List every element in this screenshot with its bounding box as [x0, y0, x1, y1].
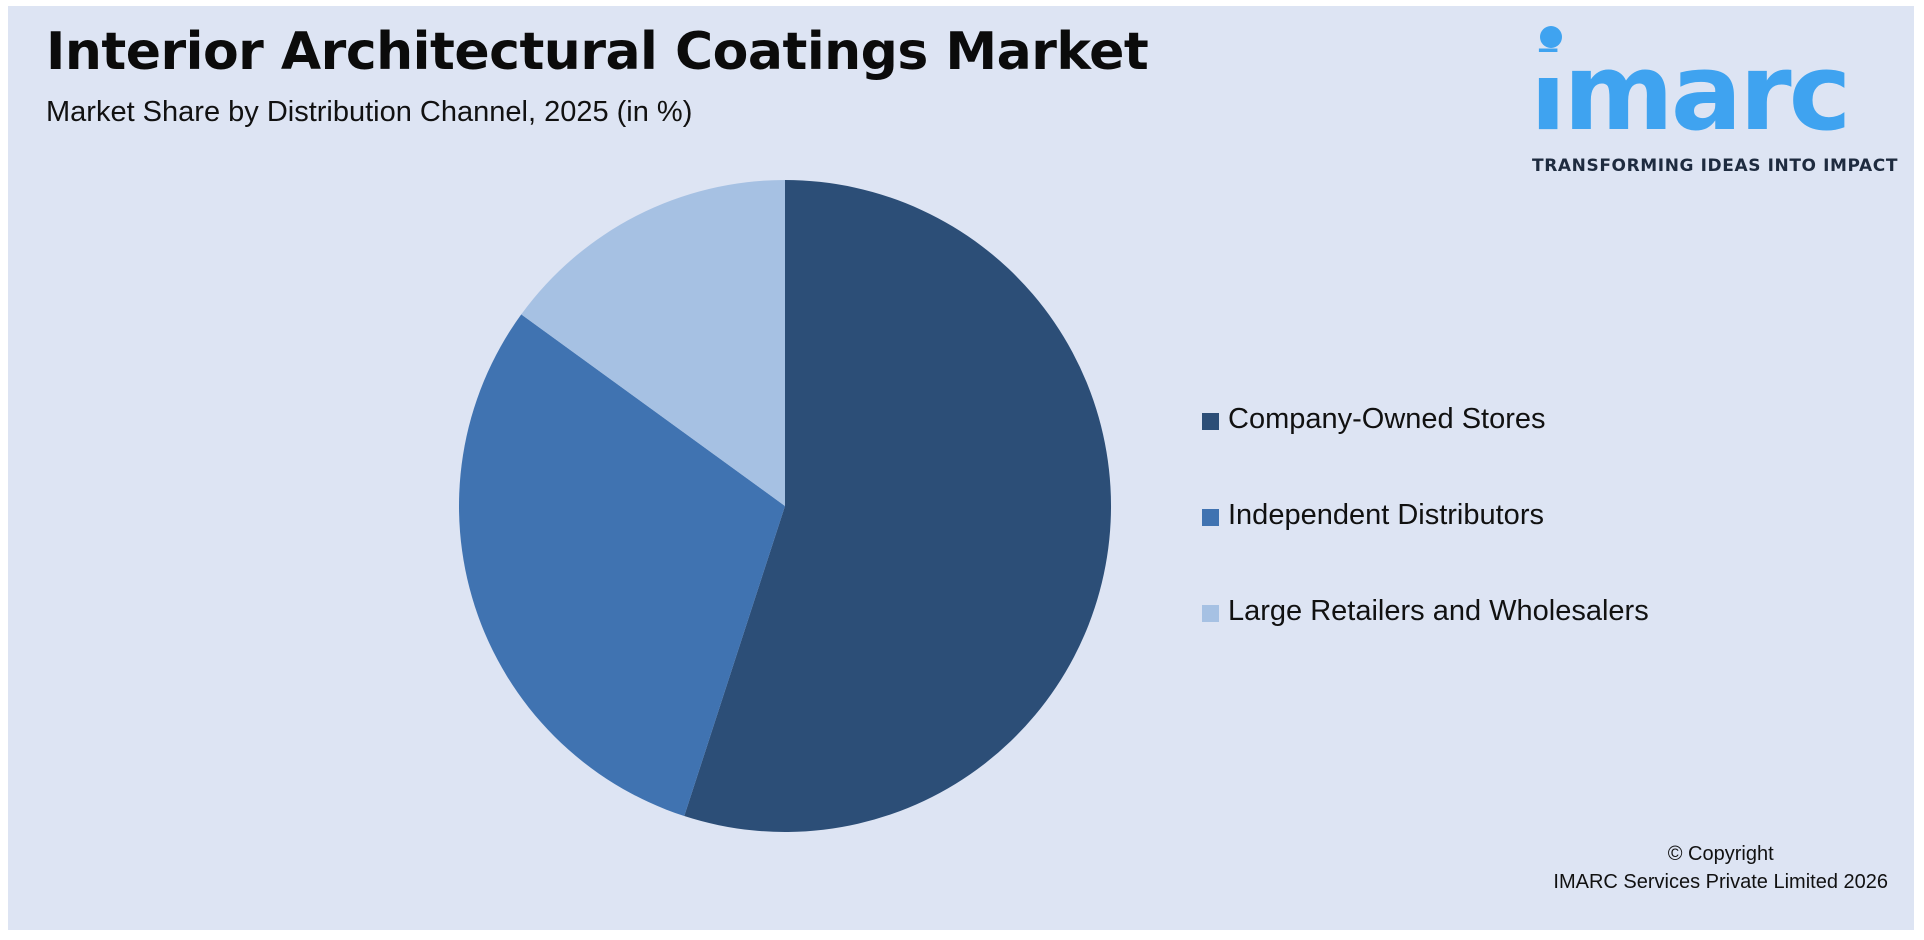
legend-swatch	[1202, 605, 1219, 622]
logo-i-gap	[1538, 52, 1566, 78]
legend-item-company-owned-stores: Company-Owned Stores	[1202, 398, 1649, 494]
legend-item-large-retailers-and-wholesalers: Large Retailers and Wholesalers	[1202, 590, 1649, 686]
chart-legend: Company-Owned Stores Independent Distrib…	[1202, 398, 1649, 686]
chart-title: Interior Architectural Coatings Market	[46, 22, 1149, 82]
pie-slice-independent-distributors	[459, 314, 785, 817]
legend-label: Large Retailers and Wholesalers	[1228, 595, 1649, 627]
logo-tagline: TRANSFORMING IDEAS INTO IMPACT	[1532, 156, 1899, 176]
logo-wordmark: imarc	[1530, 31, 1851, 154]
pie-slice-large-retailers-and-wholesalers	[521, 180, 785, 506]
imarc-logo: imarc TRANSFORMING IDEAS INTO IMPACT	[1530, 22, 1900, 182]
chart-subtitle: Market Share by Distribution Channel, 20…	[46, 96, 693, 128]
copyright-notice: © Copyright IMARC Services Private Limit…	[1553, 840, 1888, 896]
legend-swatch	[1202, 413, 1219, 430]
legend-item-independent-distributors: Independent Distributors	[1202, 494, 1649, 590]
copyright-line-2: IMARC Services Private Limited 2026	[1553, 871, 1888, 893]
pie-slice-company-owned-stores	[684, 180, 1112, 832]
legend-swatch	[1202, 509, 1219, 526]
logo-dot-icon	[1540, 26, 1562, 48]
legend-label: Independent Distributors	[1228, 499, 1544, 531]
legend-label: Company-Owned Stores	[1228, 403, 1546, 435]
copyright-line-1: © Copyright	[1667, 843, 1774, 865]
